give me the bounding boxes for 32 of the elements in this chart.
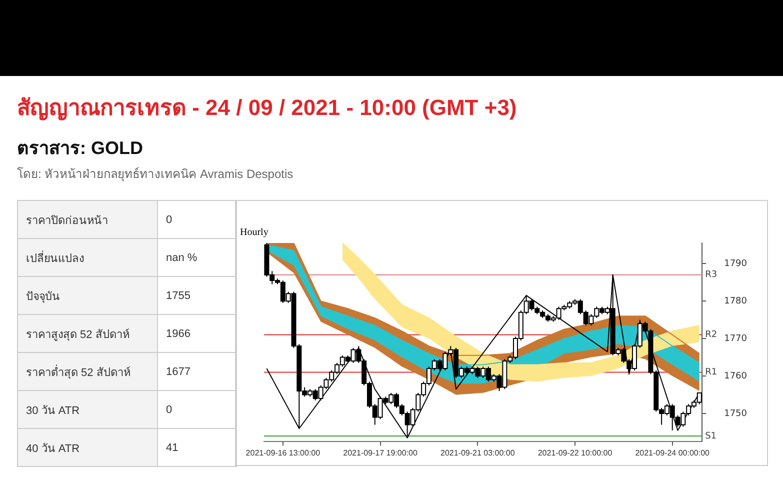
text: 1755 xyxy=(166,290,190,302)
text: nan % xyxy=(166,252,198,264)
category-label: 30 วัน ATR xyxy=(18,390,158,428)
text: 41 xyxy=(166,442,178,454)
x-tick-label: 2021-09-22 10:00:00 xyxy=(538,448,613,458)
text: 0 xyxy=(166,404,172,416)
text: 1966 xyxy=(166,328,190,340)
x-tick-label: 2021-09-24 00:00:00 xyxy=(635,448,710,458)
category-label: ราคาสูงสุด 52 สัปดาห์ xyxy=(18,314,158,352)
category-label: ราคาต่ำสุด 52 สัปดาห์ xyxy=(18,352,158,390)
text: 1677 xyxy=(166,366,190,378)
y-tick-label: 1770 xyxy=(724,334,748,344)
x-tick-label: 2021-09-21 03:00:00 xyxy=(440,448,516,458)
y-tick-label: 1750 xyxy=(724,408,748,419)
y-tick-label: 1760 xyxy=(724,371,748,382)
text: โดย: หัวหน้าฝ่ายกลยุทธ์ทางเทคนิค Avramis Despotis xyxy=(17,166,294,183)
ref-line-label: R2 xyxy=(705,330,718,340)
chart-title: Hourly xyxy=(240,227,268,238)
x-tick-label: 2021-09-16 13:00:00 xyxy=(246,448,321,458)
ref-line-label: S1 xyxy=(705,431,717,442)
y-tick-label: 1790 xyxy=(724,258,748,269)
text: สัญญาณการเทรด - 24 / 09 / 2021 - 10:00 (GMT +3) xyxy=(17,94,517,122)
text: ตราสาร: GOLD xyxy=(17,137,143,160)
category-label: ปัจจุบัน xyxy=(18,276,158,314)
x-tick-label: 2021-09-17 19:00:00 xyxy=(343,448,418,458)
y-tick-label: 1780 xyxy=(724,296,748,306)
category-label: 40 วัน ATR xyxy=(18,428,158,466)
ref-line-label: R1 xyxy=(705,368,718,378)
category-label: ราคาปิดก่อนหน้า xyxy=(18,200,158,238)
ref-line-label: R3 xyxy=(705,270,718,280)
category-label: เปลี่ยนแปลง xyxy=(18,238,158,276)
text: 0 xyxy=(166,214,172,226)
